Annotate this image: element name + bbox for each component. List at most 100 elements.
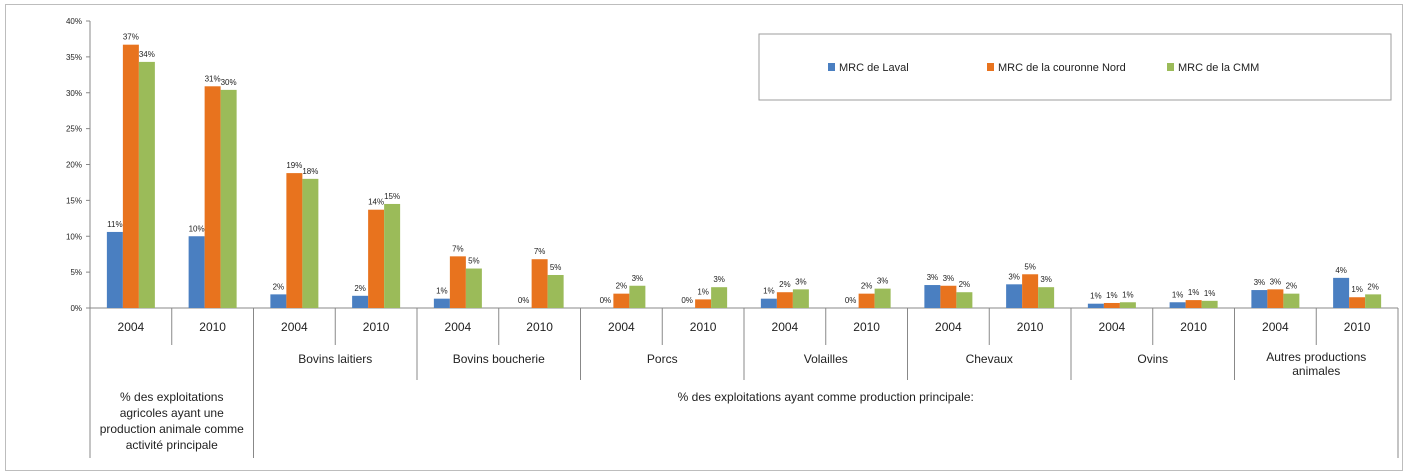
category-label: Ovins [1137, 352, 1168, 366]
data-label: 0% [600, 296, 612, 305]
bar [531, 259, 548, 308]
data-label: 1% [697, 287, 709, 296]
legend-label: MRC de Laval [839, 62, 909, 74]
category-label: Bovins boucherie [453, 352, 545, 366]
y-tick-label: 25% [66, 125, 82, 134]
year-label: 2010 [199, 320, 226, 334]
data-label: 3% [1040, 275, 1052, 284]
data-label: 2% [354, 284, 366, 293]
data-label: 3% [632, 274, 644, 283]
data-label: 14% [368, 198, 384, 207]
year-label: 2004 [1099, 320, 1126, 334]
data-label: 5% [550, 263, 562, 272]
data-label: 1% [1188, 288, 1200, 297]
bar [188, 236, 205, 308]
category-label: Chevaux [966, 352, 1013, 366]
year-label: 2010 [363, 320, 390, 334]
data-label: 3% [927, 273, 939, 282]
year-label: 2010 [1344, 320, 1371, 334]
bar [449, 256, 466, 308]
bar [384, 203, 401, 308]
data-label: 1% [763, 287, 775, 296]
data-label: 3% [1270, 277, 1282, 286]
data-label: 11% [107, 220, 122, 229]
year-label: 2010 [853, 320, 880, 334]
data-label: 1% [436, 287, 448, 296]
data-label: 2% [273, 282, 285, 291]
category-label: Bovins laitiers [298, 352, 372, 366]
bar [204, 86, 221, 308]
data-label: 3% [1008, 272, 1020, 281]
data-label: 30% [221, 78, 237, 87]
bar [1185, 300, 1202, 308]
bar [1103, 302, 1120, 308]
bar [352, 295, 369, 308]
data-label: 1% [1106, 291, 1118, 300]
data-label: 1% [1172, 290, 1184, 299]
legend-swatch [987, 63, 994, 71]
bar [220, 89, 237, 308]
data-label: 2% [779, 280, 791, 289]
category-label: Autres productions animales [1266, 350, 1366, 378]
data-label: 1% [1090, 292, 1102, 301]
bar [1087, 303, 1104, 308]
data-label: 15% [384, 192, 400, 201]
bar [122, 44, 139, 309]
y-tick-label: 10% [66, 232, 82, 241]
bar [1365, 294, 1382, 308]
chart-data-labels: 11% 10% 2% 2% 1% 0% 0% 0% 1% 0% 3% 3% 1% 1% 3% 4% 37% 31%… [107, 33, 1379, 305]
bar [613, 293, 630, 308]
bar [629, 285, 646, 308]
data-label: 2% [1286, 282, 1298, 291]
bar [1201, 300, 1218, 308]
bar [1283, 293, 1300, 308]
data-label: 0% [681, 296, 693, 305]
y-tick-label: 20% [66, 161, 82, 170]
data-label: 10% [189, 224, 205, 233]
chart-frame: 0% 5% 10% 15% 20% 25% 30% 35% 40% 11% 10% 2% 2% 1% 0%… [5, 4, 1403, 471]
data-label: 5% [1024, 262, 1036, 271]
year-label: 2010 [1017, 320, 1044, 334]
supergroup-label: % des exploitations ayant comme producti… [678, 390, 974, 404]
chart-bars [106, 44, 1382, 309]
bar [1333, 277, 1350, 308]
data-label: 2% [861, 282, 873, 291]
year-label: 2010 [690, 320, 717, 334]
bar [1169, 302, 1186, 308]
bar [924, 285, 941, 308]
bar [1251, 290, 1268, 308]
bar [711, 287, 728, 308]
legend-box [758, 33, 1392, 101]
data-label: 3% [943, 274, 955, 283]
data-label: 19% [286, 161, 302, 170]
y-tick-label: 15% [66, 196, 82, 205]
bar [874, 288, 891, 308]
bar [302, 178, 319, 308]
data-label: 3% [713, 275, 725, 284]
bar-chart: 0% 5% 10% 15% 20% 25% 30% 35% 40% 11% 10% 2% 2% 1% 0%… [66, 17, 1399, 458]
data-label: 0% [518, 296, 530, 305]
data-label: 1% [1122, 290, 1134, 299]
legend-swatch [1167, 63, 1174, 71]
data-label: 2% [959, 280, 971, 289]
data-label: 3% [1254, 278, 1266, 287]
data-label: 3% [795, 277, 807, 286]
legend-label: MRC de la couronne Nord [998, 62, 1126, 74]
data-label: 7% [534, 247, 546, 256]
data-label: 1% [1204, 289, 1216, 298]
bar [368, 209, 385, 308]
bar [760, 298, 777, 308]
year-label: 2010 [1180, 320, 1207, 334]
year-label: 2010 [526, 320, 553, 334]
data-label: 1% [1351, 285, 1363, 294]
y-tick-label: 0% [70, 304, 82, 313]
legend-label: MRC de la CMM [1178, 62, 1259, 74]
bar [1006, 284, 1023, 308]
legend-swatch [828, 63, 835, 71]
year-label: 2004 [445, 320, 472, 334]
bar [547, 274, 564, 308]
year-label: 2004 [935, 320, 962, 334]
bar [956, 292, 973, 308]
bar [286, 173, 303, 308]
data-label: 4% [1335, 266, 1347, 275]
